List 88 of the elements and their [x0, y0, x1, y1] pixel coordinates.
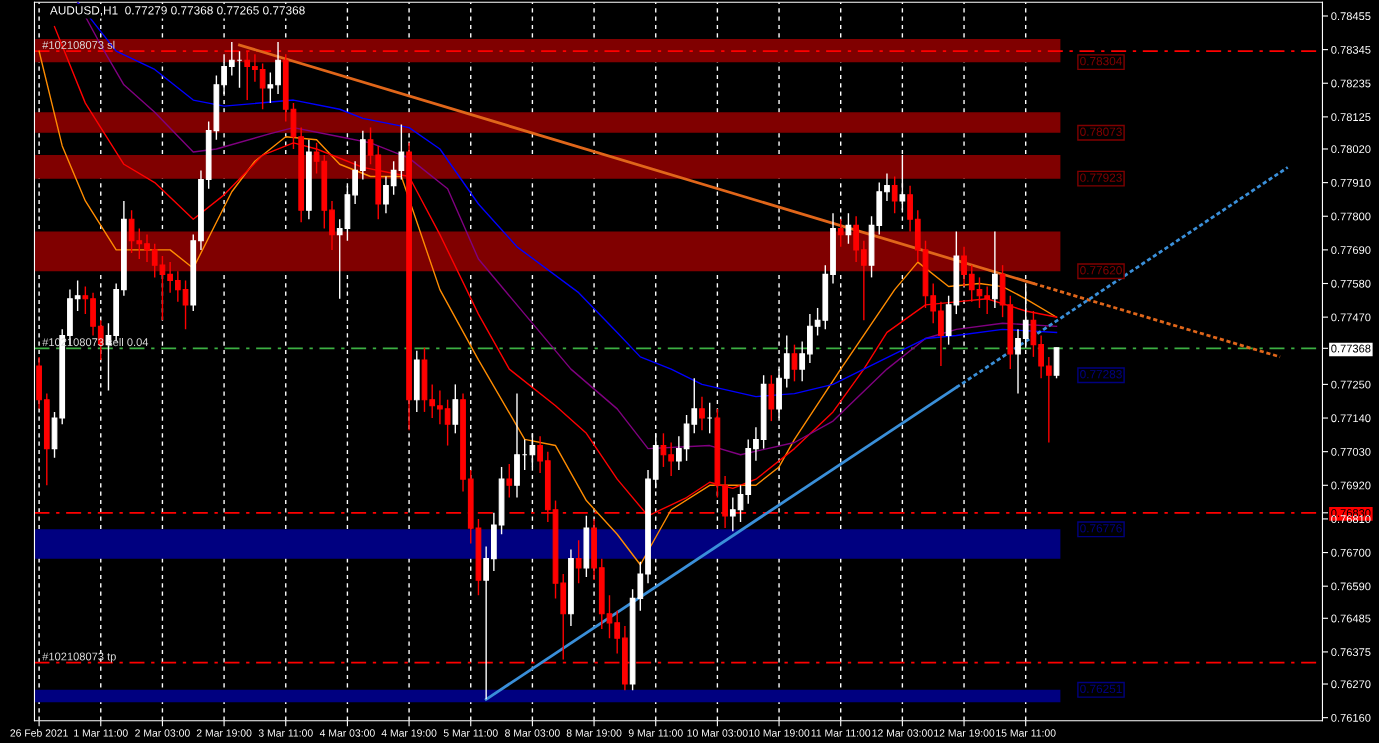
candlestick: [668, 441, 675, 477]
y-tick-label: 0.77690: [1331, 246, 1371, 255]
y-tick-label: 0.76270: [1331, 680, 1371, 689]
x-tick-label: 15 Mar 11:00: [996, 729, 1056, 737]
x-tick-label: 2 Mar 19:00: [196, 729, 252, 737]
y-tick-label: 0.78235: [1331, 79, 1371, 88]
band-label: 0.78304: [1080, 56, 1122, 66]
y-tick-label: 0.78455: [1331, 12, 1371, 21]
y-tick-label: 0.76920: [1331, 481, 1371, 490]
band-label: 0.78073: [1080, 127, 1122, 136]
chart-title: AUDUSD,H1 0.77279 0.77368 0.77265 0.77368: [49, 6, 305, 16]
x-tick-label: 4 Mar 19:00: [381, 729, 437, 737]
band-label: 0.77923: [1080, 173, 1122, 182]
y-tick-label: 0.76485: [1331, 614, 1371, 623]
y-tick-label: 0.77250: [1331, 380, 1371, 389]
candlestick: [606, 594, 613, 639]
x-tick-label: 11 Mar 11:00: [811, 729, 871, 737]
x-tick-label: 3 Mar 11:00: [258, 729, 313, 737]
band-label: 0.77620: [1080, 266, 1122, 275]
candlestick: [174, 270, 181, 303]
x-tick-label: 1 Mar 11:00: [74, 729, 128, 737]
candlestick: [984, 285, 991, 315]
candlestick: [675, 435, 682, 471]
x-tick-label: 10 Mar 03:00: [687, 729, 748, 737]
candlestick: [860, 240, 867, 321]
candlestick: [82, 285, 89, 315]
candlestick: [845, 212, 852, 245]
band-label: 0.76251: [1080, 684, 1122, 693]
y-tick-label: 0.77030: [1331, 447, 1371, 456]
y-tick-label: 0.78345: [1331, 45, 1371, 54]
x-tick-label: 12 Mar 03:00: [872, 729, 933, 737]
y-tick-label: 0.77470: [1331, 313, 1371, 322]
candlestick: [930, 282, 937, 324]
y-tick-label: 0.77368: [1331, 344, 1371, 353]
candlestick: [753, 426, 759, 462]
candlestick: [1045, 356, 1052, 444]
annotation: 0.77283: [1080, 370, 1122, 379]
candlestick: [228, 41, 235, 77]
candlestick: [437, 389, 443, 425]
x-tick-label: 26 Feb 2021: [10, 729, 68, 737]
candlestick: [483, 545, 490, 701]
candlestick: [429, 383, 436, 419]
x-tick-label: 12 Mar 19:00: [934, 729, 995, 737]
band-label: 0.76776: [1080, 524, 1122, 533]
y-tick-label: 0.77140: [1331, 414, 1371, 423]
candlestick: [537, 435, 543, 474]
candlestick: [706, 402, 713, 435]
candlestick: [167, 261, 174, 294]
candlestick: [182, 279, 189, 331]
y-tick-label: 0.76590: [1331, 582, 1371, 591]
candlestick: [506, 463, 513, 499]
x-tick-label: 8 Mar 03:00: [505, 729, 560, 737]
candlestick: [837, 218, 844, 248]
candlestick: [660, 432, 667, 468]
candlestick: [791, 343, 798, 383]
candlestick: [74, 279, 81, 312]
x-tick-label: 9 Mar 11:00: [628, 729, 683, 737]
y-tick-label: 0.78020: [1331, 145, 1371, 154]
candlestick: [267, 71, 274, 104]
y-tick-label: 0.76700: [1331, 548, 1371, 557]
candlestick: [144, 233, 150, 263]
candlestick: [699, 395, 705, 431]
y-tick-label: 0.76160: [1331, 713, 1371, 722]
y-tick-label: 0.78125: [1331, 113, 1371, 122]
ref-line-label: #102108073 tp: [42, 652, 116, 663]
x-tick-label: 4 Mar 03:00: [319, 729, 375, 737]
x-tick-label: 8 Mar 19:00: [566, 729, 622, 737]
candlestick: [729, 496, 736, 532]
candlestick: [891, 175, 898, 214]
candlestick: [252, 53, 258, 83]
candlestick: [1015, 328, 1021, 395]
candlestick: [259, 62, 266, 110]
candlestick: [799, 340, 806, 383]
candlestick: [383, 175, 389, 214]
y-tick-label: 0.77910: [1331, 178, 1371, 187]
candlestick: [575, 539, 582, 584]
candlestick: [884, 172, 890, 202]
x-tick-label: 2 Mar 03:00: [135, 729, 190, 737]
y-tick-label: 0.76830: [1331, 509, 1371, 517]
candlestick: [961, 246, 967, 288]
y-tick-label: 0.77580: [1331, 279, 1371, 288]
y-tick-label: 0.76375: [1331, 648, 1371, 657]
x-tick-label: 5 Mar 11:00: [443, 729, 498, 737]
y-tick-label: 0.77800: [1331, 212, 1371, 221]
candlestick: [614, 609, 621, 655]
x-tick-label: 10 Mar 19:00: [749, 729, 810, 737]
candlestick: [444, 398, 451, 447]
candlestick: [1038, 334, 1044, 379]
